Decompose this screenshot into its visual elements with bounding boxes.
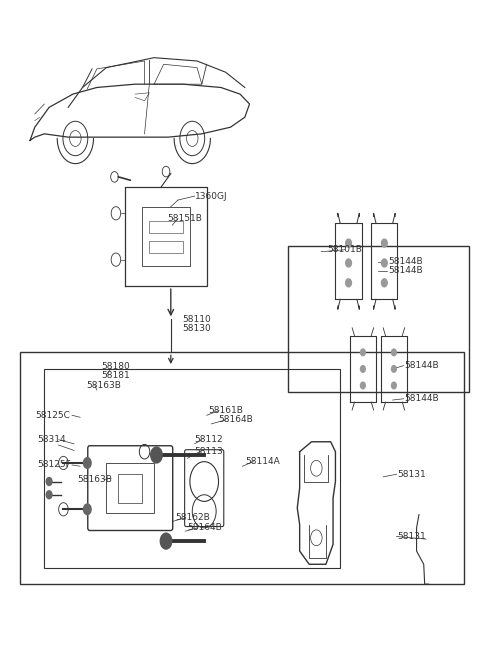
Bar <box>149 221 183 233</box>
Text: 58144B: 58144B <box>388 267 422 275</box>
Circle shape <box>360 349 365 356</box>
Bar <box>149 241 183 253</box>
Text: 58131: 58131 <box>397 469 426 479</box>
Circle shape <box>382 239 387 247</box>
Circle shape <box>46 477 52 485</box>
Circle shape <box>360 382 365 389</box>
Bar <box>288 247 469 392</box>
Circle shape <box>84 504 91 515</box>
Circle shape <box>382 279 387 287</box>
Circle shape <box>160 533 172 549</box>
Circle shape <box>151 447 162 463</box>
Text: 58113: 58113 <box>194 446 223 456</box>
Text: 58151B: 58151B <box>168 214 203 223</box>
Text: 58163B: 58163B <box>77 475 112 484</box>
Text: 58144B: 58144B <box>388 257 422 266</box>
Circle shape <box>392 382 396 389</box>
Bar <box>142 207 190 266</box>
Text: 58162B: 58162B <box>175 513 210 523</box>
Circle shape <box>346 239 351 247</box>
Circle shape <box>84 458 91 468</box>
Circle shape <box>392 366 396 372</box>
Text: 58163B: 58163B <box>86 381 121 390</box>
Text: 58131: 58131 <box>397 532 426 541</box>
Text: 58144B: 58144B <box>405 361 439 370</box>
Bar <box>107 463 154 513</box>
Circle shape <box>346 259 351 267</box>
Text: 58144B: 58144B <box>405 394 439 403</box>
Text: 58101B: 58101B <box>327 245 362 254</box>
Text: 58112: 58112 <box>195 436 223 444</box>
Text: 58314: 58314 <box>37 436 66 444</box>
Circle shape <box>360 366 365 372</box>
Text: 58161B: 58161B <box>208 406 243 415</box>
Text: 58125F: 58125F <box>37 460 71 469</box>
Text: 58180: 58180 <box>102 362 130 372</box>
Text: 58130: 58130 <box>183 324 211 333</box>
Text: 58125C: 58125C <box>36 411 71 420</box>
Bar <box>44 369 340 568</box>
Circle shape <box>392 349 396 356</box>
Text: 58164B: 58164B <box>187 523 222 533</box>
Circle shape <box>346 279 351 287</box>
Text: 58164B: 58164B <box>218 416 252 424</box>
Circle shape <box>46 491 52 499</box>
Circle shape <box>382 259 387 267</box>
Bar <box>118 473 142 503</box>
Text: 1360GJ: 1360GJ <box>195 192 228 201</box>
Text: 58114A: 58114A <box>246 457 280 466</box>
Bar <box>21 352 464 584</box>
Text: 58110: 58110 <box>183 315 211 325</box>
Text: 58181: 58181 <box>102 371 130 380</box>
